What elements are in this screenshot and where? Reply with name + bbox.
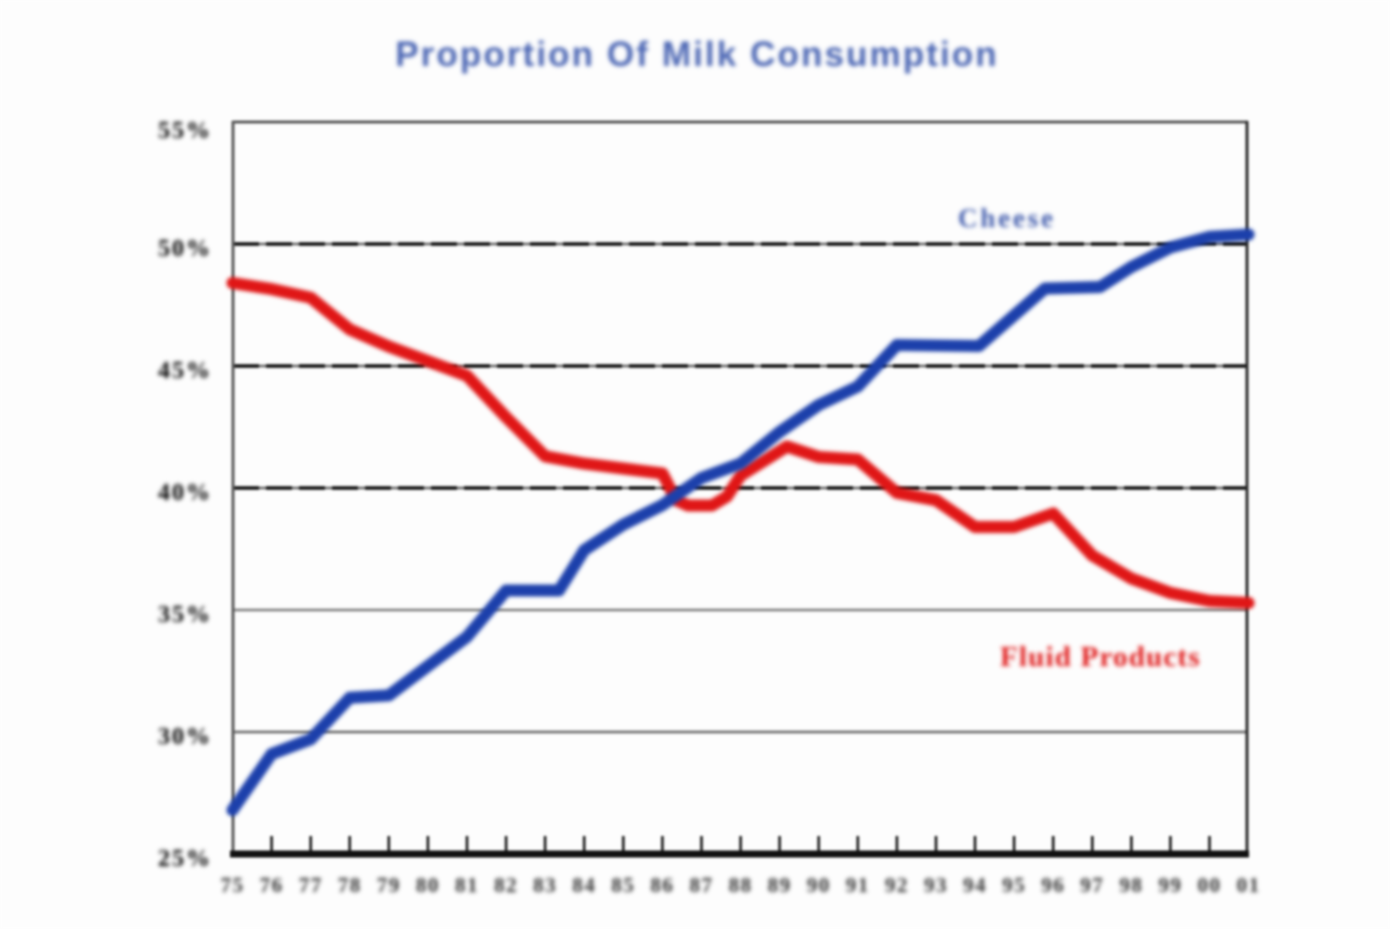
svg-text:Fluid Products: Fluid Products: [1000, 641, 1201, 673]
svg-text:80: 80: [416, 873, 440, 897]
svg-text:97: 97: [1080, 873, 1104, 897]
svg-text:01: 01: [1237, 873, 1261, 897]
svg-text:88: 88: [729, 873, 753, 897]
svg-text:30%: 30%: [158, 724, 212, 750]
svg-text:89: 89: [768, 873, 792, 897]
svg-text:76: 76: [260, 873, 284, 897]
svg-text:Cheese: Cheese: [958, 203, 1056, 233]
svg-text:55%: 55%: [158, 118, 212, 144]
svg-text:98: 98: [1119, 873, 1143, 897]
svg-text:77: 77: [299, 873, 323, 897]
svg-text:35%: 35%: [158, 602, 212, 628]
svg-text:00: 00: [1198, 873, 1222, 897]
svg-text:40%: 40%: [158, 480, 212, 506]
svg-text:87: 87: [690, 873, 714, 897]
svg-text:79: 79: [377, 873, 401, 897]
svg-text:50%: 50%: [158, 236, 212, 262]
svg-text:96: 96: [1041, 873, 1065, 897]
svg-text:90: 90: [807, 873, 831, 897]
svg-text:92: 92: [885, 873, 909, 897]
svg-text:93: 93: [924, 873, 948, 897]
svg-text:91: 91: [846, 873, 870, 897]
svg-text:84: 84: [572, 873, 596, 897]
svg-text:82: 82: [494, 873, 518, 897]
svg-text:85: 85: [611, 873, 635, 897]
svg-text:78: 78: [338, 873, 362, 897]
svg-text:81: 81: [455, 873, 479, 897]
svg-text:83: 83: [533, 873, 557, 897]
svg-text:95: 95: [1002, 873, 1026, 897]
svg-text:99: 99: [1158, 873, 1182, 897]
svg-text:94: 94: [963, 873, 987, 897]
svg-text:75: 75: [221, 873, 245, 897]
svg-text:45%: 45%: [158, 358, 212, 384]
svg-text:Proportion Of Milk Consumption: Proportion Of Milk Consumption: [395, 35, 999, 74]
svg-text:25%: 25%: [158, 846, 212, 872]
svg-text:86: 86: [650, 873, 674, 897]
